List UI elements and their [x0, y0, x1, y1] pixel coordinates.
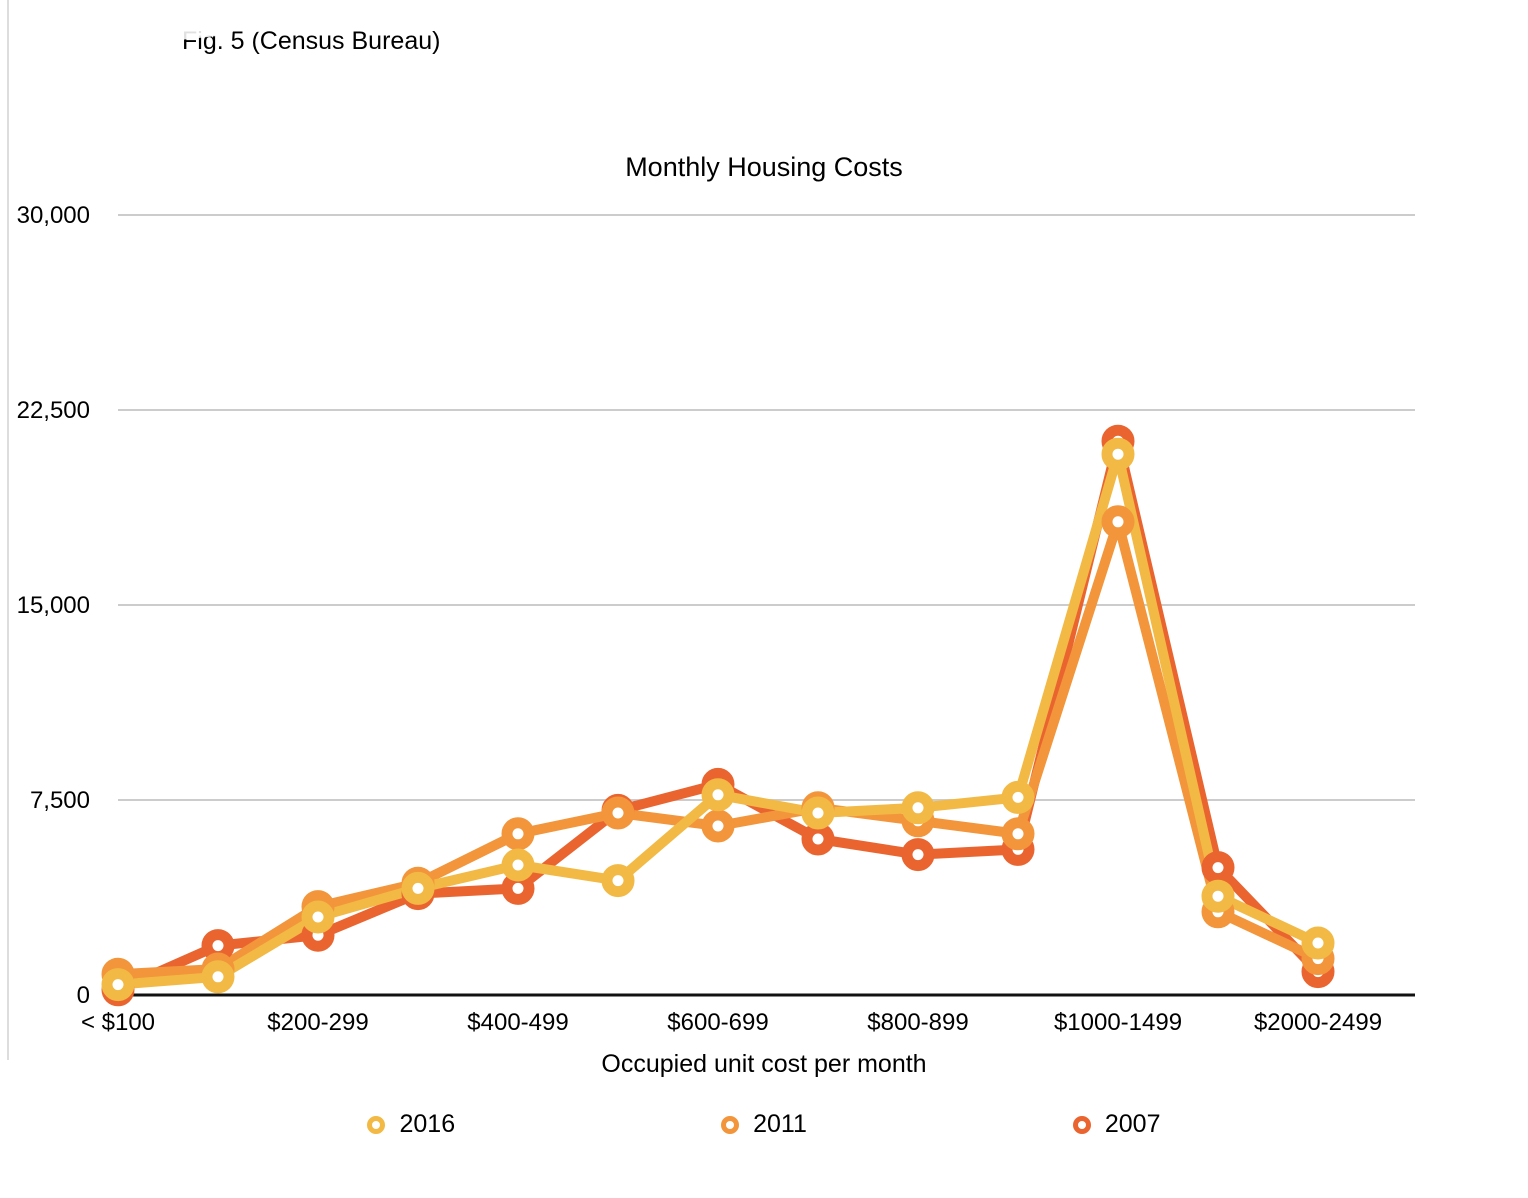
data-point-2016-$700-799 [801, 796, 835, 830]
series-line-2016 [113, 449, 1323, 990]
data-point-2016-$100-199 [201, 960, 235, 994]
x-tick-label-4: $400-499 [467, 1009, 568, 1036]
legend-label-2016: 2016 [399, 1110, 456, 1138]
legend-marker-2007-icon [1072, 1115, 1091, 1134]
data-point-2011-$400-499 [501, 817, 535, 851]
data-point-2011-$600-699 [701, 809, 735, 843]
caption-erasure-smudge [208, 20, 234, 33]
data-point-2016-$500-599 [601, 864, 635, 898]
y-tick-label-30000: 30,000 [17, 202, 90, 229]
data-point-2011-$500-599 [601, 796, 635, 830]
data-point-2016-$400-499 [501, 848, 535, 882]
chart-legend: 2016 2011 2007 [0, 1110, 1528, 1139]
data-point-2016-$1500-1999 [1201, 879, 1235, 913]
x-tick-label-6: $600-699 [667, 1009, 768, 1036]
data-point-2007-$800-899 [901, 838, 935, 872]
legend-label-2011: 2011 [753, 1110, 807, 1138]
legend-item-2011: 2011 [721, 1110, 807, 1139]
data-point-2016-$1000-1499 [1101, 437, 1135, 471]
legend-label-2007: 2007 [1104, 1110, 1161, 1138]
data-point-2016-$600-699 [701, 778, 735, 812]
data-point-2016-$2000-2499 [1301, 926, 1335, 960]
y-tick-label-0: 0 [77, 982, 90, 1009]
chart-title: Monthly Housing Costs [625, 152, 903, 182]
data-point-2016-< $100 [101, 968, 135, 1002]
x-tick-label-8: $800-899 [867, 1009, 968, 1036]
data-point-2011-$1000-1499 [1101, 505, 1135, 539]
y-tick-label-7500: 7,500 [30, 787, 90, 814]
data-point-2016-$300-399 [401, 871, 435, 905]
data-point-2007-$700-799 [801, 822, 835, 856]
x-tick-label-10: $1000-1499 [1054, 1009, 1182, 1036]
x-tick-label-2: $200-299 [267, 1009, 368, 1036]
y-tick-label-15000: 15,000 [17, 592, 90, 619]
page-left-border [7, 0, 9, 1060]
legend-marker-2016-icon [367, 1115, 386, 1134]
data-point-2007-$1500-1999 [1201, 851, 1235, 885]
data-point-2016-$900-999 [1001, 780, 1035, 814]
figure-caption: Fig. 5 (Census Bureau) [177, 16, 440, 56]
x-tick-label-12: $2000-2499 [1254, 1009, 1382, 1036]
y-tick-label-22500: 22,500 [17, 397, 90, 424]
series-line-2011 [113, 516, 1323, 980]
legend-item-2016: 2016 [367, 1110, 455, 1139]
legend-marker-2011-icon [721, 1115, 740, 1134]
legend-item-2007: 2007 [1072, 1110, 1161, 1139]
data-point-2016-$200-299 [301, 900, 335, 934]
x-axis-title: Occupied unit cost per month [601, 1050, 927, 1078]
data-point-2011-$900-999 [1001, 817, 1035, 851]
x-tick-label-0: < $100 [81, 1009, 155, 1036]
data-point-2016-$800-899 [901, 791, 935, 825]
